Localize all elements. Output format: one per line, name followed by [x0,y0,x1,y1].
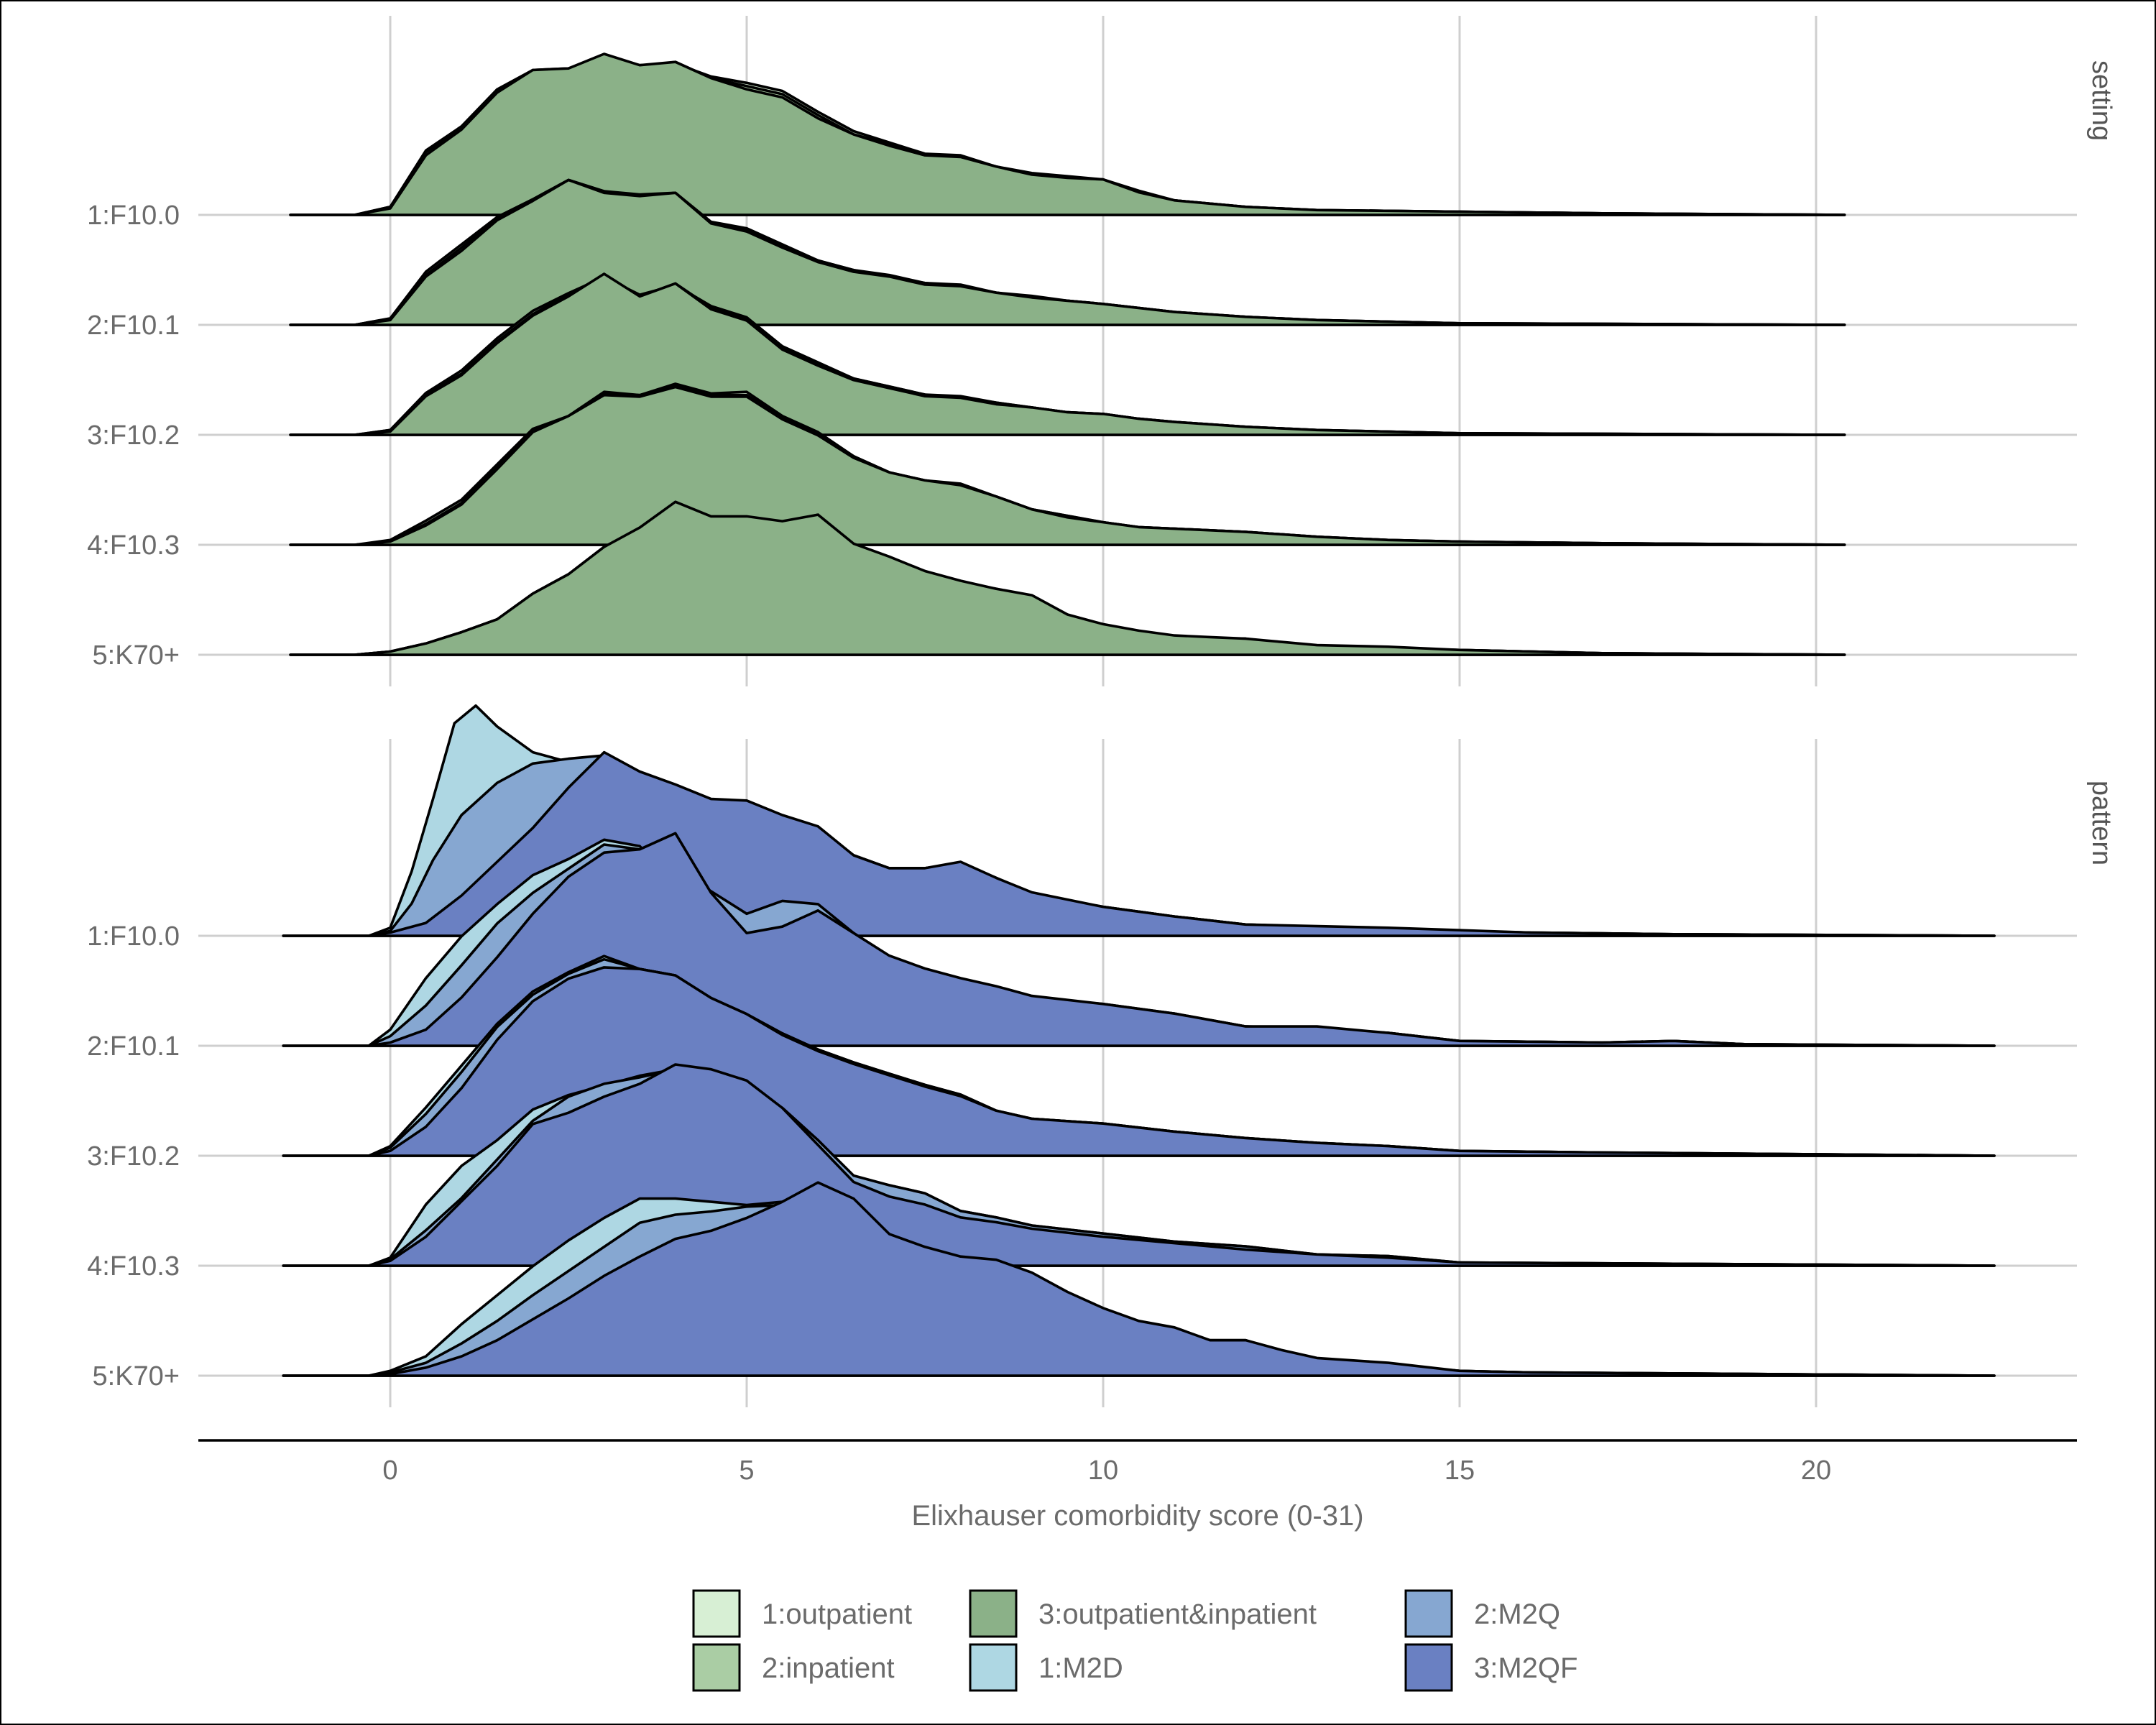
legend-label: 2:inpatient [762,1652,895,1684]
legend-swatch [1404,1589,1453,1638]
legend-label: 3:M2QF [1474,1652,1577,1684]
ridge-row [289,52,1846,216]
ridges-layer [282,52,1996,1377]
legend-swatch [969,1643,1018,1692]
legend-item: 1:outpatient [692,1589,912,1638]
x-tick-labels: 0 5 10 15 20 [382,1455,1831,1486]
legend: 1:outpatient 2:inpatient 3:outpatient&inpa… [692,1589,1577,1692]
x-tick-label: 15 [1445,1455,1475,1486]
legend-swatch [1404,1643,1453,1692]
legend-item: 3:outpatient&inpatient [969,1589,1317,1638]
y-tick-label: 3:F10.2 [87,420,180,451]
y-tick-label: 5:K70+ [93,640,180,671]
density-ridge [282,1181,1996,1377]
legend-label: 2:M2Q [1474,1598,1560,1630]
y-tick-label: 4:F10.3 [87,530,180,561]
x-axis-title: Elixhauser comorbidity score (0-31) [911,1500,1363,1532]
legend-item: 2:M2Q [1404,1589,1560,1638]
x-tick-label: 20 [1801,1455,1831,1486]
y-tick-label: 4:F10.3 [87,1251,180,1282]
labels-layer: 1:F10.0 2:F10.1 3:F10.2 4:F10.3 5:K70+ settin… [87,60,2116,1392]
y-tick-label: 2:F10.1 [87,1031,180,1062]
y-tick-label: 5:K70+ [93,1361,180,1392]
y-tick-label: 2:F10.1 [87,310,180,341]
legend-swatch [692,1589,741,1638]
x-tick-label: 10 [1088,1455,1118,1486]
density-ridge [289,52,1846,216]
legend-label: 1:outpatient [762,1598,912,1630]
density-ridge [289,500,1846,656]
x-tick-label: 0 [382,1455,397,1486]
ridge-row [289,500,1846,656]
density-ridge [282,832,1996,1047]
legend-item: 1:M2D [969,1643,1123,1692]
y-tick-label: 1:F10.0 [87,201,180,231]
ridge-row [282,1181,1996,1377]
facet-strip-label: pattern [2086,781,2116,865]
legend-item: 2:inpatient [692,1643,895,1692]
x-tick-label: 5 [739,1455,754,1486]
legend-swatch [969,1589,1018,1638]
facet-strip-label: setting [2086,60,2116,141]
legend-swatch [692,1643,741,1692]
legend-label: 1:M2D [1038,1652,1123,1684]
legend-label: 3:outpatient&inpatient [1038,1598,1317,1630]
y-tick-label: 1:F10.0 [87,921,180,952]
ridge-row [282,832,1996,1047]
legend-item: 3:M2QF [1404,1643,1577,1692]
y-tick-label: 3:F10.2 [87,1141,180,1172]
